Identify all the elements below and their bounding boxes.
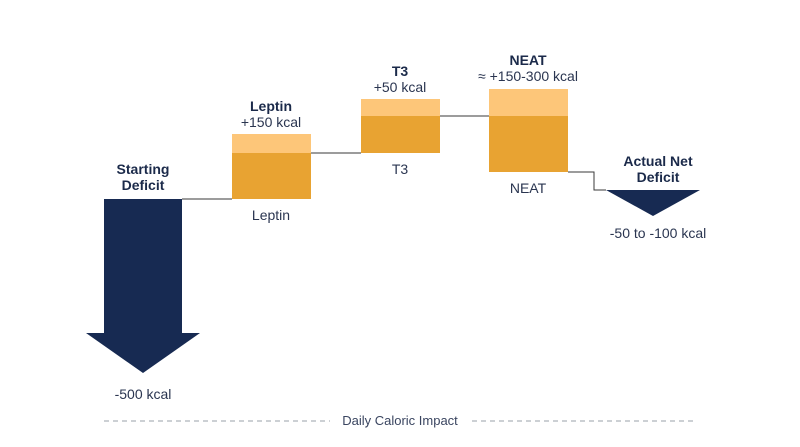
t3-bar bbox=[361, 116, 440, 153]
leptin-bar-top bbox=[232, 134, 311, 153]
t3-bar-top bbox=[361, 99, 440, 117]
net-deficit-arrow bbox=[606, 190, 700, 216]
neat-bar-top bbox=[489, 89, 568, 117]
neat-below-label: NEAT bbox=[509, 180, 547, 196]
starting-deficit-value: -500 kcal bbox=[114, 386, 172, 402]
leptin-bar bbox=[232, 153, 311, 199]
neat-bar bbox=[489, 116, 568, 172]
starting-deficit-arrow bbox=[86, 199, 200, 373]
net-deficit-title-line2: Deficit bbox=[636, 169, 680, 185]
leptin-value: +150 kcal bbox=[240, 114, 302, 130]
starting-deficit-title-line1: Starting bbox=[116, 161, 170, 177]
t3-title: T3 bbox=[391, 63, 409, 79]
starting-deficit-title-line2: Deficit bbox=[121, 177, 165, 193]
leptin-title: Leptin bbox=[250, 98, 292, 114]
net-deficit-value: -50 to -100 kcal bbox=[609, 225, 707, 241]
t3-below-label: T3 bbox=[391, 161, 409, 177]
net-deficit-title: Actual Net Deficit bbox=[598, 153, 718, 185]
leptin-below-label: Leptin bbox=[251, 207, 291, 223]
neat-value: ≈ +150-300 kcal bbox=[478, 68, 578, 84]
starting-deficit-title: Starting Deficit bbox=[93, 161, 193, 193]
connector-neat-net bbox=[568, 171, 606, 191]
axis-label: Daily Caloric Impact bbox=[332, 413, 468, 428]
t3-value: +50 kcal bbox=[373, 79, 427, 95]
axis-label-container: Daily Caloric Impact bbox=[0, 413, 800, 428]
neat-title: NEAT bbox=[509, 52, 547, 68]
net-deficit-title-line1: Actual Net bbox=[623, 153, 693, 169]
